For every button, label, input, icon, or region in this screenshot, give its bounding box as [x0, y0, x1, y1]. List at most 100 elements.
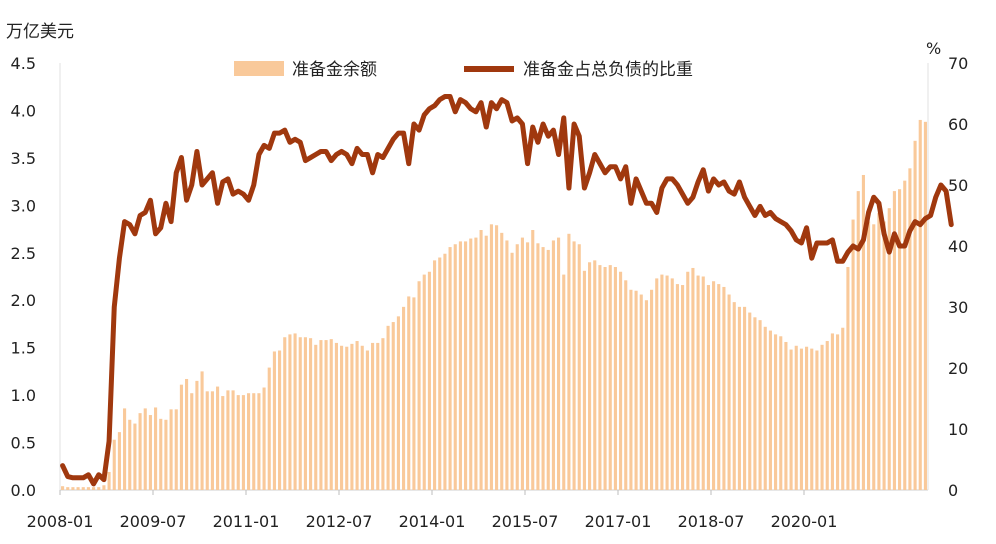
- bar-reserve-balance: [417, 281, 421, 490]
- bar-reserve-balance: [670, 278, 674, 490]
- bar-reserve-balance: [727, 294, 731, 490]
- x-tick-label: 2018-07: [678, 512, 745, 531]
- bar-reserve-balance: [743, 306, 747, 490]
- bar-reserve-balance: [737, 306, 741, 490]
- legend-label-reserve-ratio: 准备金占总负债的比重: [523, 60, 693, 80]
- bar-reserve-balance: [350, 343, 354, 490]
- bar-reserve-balance: [815, 350, 819, 490]
- reserve-ratio-line: [60, 94, 954, 487]
- bar-reserve-balance: [701, 276, 705, 490]
- bar-reserve-balance: [324, 340, 328, 490]
- bar-reserve-balance: [577, 244, 581, 490]
- x-tick-label: 2011-01: [213, 512, 280, 531]
- bar-reserve-balance: [479, 230, 483, 490]
- x-tick-label: 2008-01: [27, 512, 94, 531]
- bar-reserve-balance: [438, 257, 442, 490]
- bar-reserve-balance: [298, 337, 302, 490]
- bar-reserve-balance: [117, 432, 121, 490]
- bar-reserve-balance: [598, 265, 602, 490]
- bar-reserve-balance: [474, 237, 478, 490]
- bar-reserve-balance: [846, 267, 850, 490]
- bar-reserve-balance: [236, 395, 240, 490]
- bar-reserve-balance: [582, 270, 586, 490]
- bar-reserve-balance: [226, 390, 230, 490]
- bar-reserve-balance: [190, 393, 194, 490]
- bar-reserve-balance: [887, 208, 891, 490]
- legend-swatch-reserve-balance: [234, 61, 284, 76]
- bar-reserve-balance: [789, 349, 793, 490]
- left-tick-label: 1.5: [11, 339, 36, 358]
- bar-reserve-balance: [799, 348, 803, 490]
- right-tick-label: 30: [948, 298, 968, 317]
- bar-reserve-balance: [526, 242, 530, 490]
- bar-reserve-balance: [107, 471, 111, 490]
- bar-reserve-balance: [71, 487, 75, 490]
- bar-reserve-balance: [634, 290, 638, 490]
- axis-labels: 0.0 0.5 1.0 1.5 2.0 2.5 3.0 3.5 4.0 4.5 0 10 20 30 40 5…: [11, 54, 969, 531]
- bar-reserve-balance: [360, 345, 364, 490]
- right-tick-label: 70: [948, 54, 968, 73]
- bar-reserve-balance: [541, 247, 545, 490]
- bar-reserve-balance: [247, 393, 251, 490]
- bar-reserve-balance: [210, 391, 214, 490]
- bar-reserve-balance: [329, 339, 333, 490]
- left-tick-label: 2.5: [11, 244, 36, 263]
- bar-reserve-balance: [763, 326, 767, 490]
- bar-reserve-balance: [572, 241, 576, 490]
- x-tick-label: 2012-07: [306, 512, 373, 531]
- line-reserve-ratio: [60, 94, 954, 487]
- bar-reserve-balance: [892, 191, 896, 490]
- bar-reserve-balance: [133, 423, 137, 490]
- bar-reserve-balance: [288, 334, 292, 490]
- bar-reserve-balance: [712, 281, 716, 490]
- bar-reserve-balance: [138, 413, 142, 490]
- bar-reserve-balance: [340, 345, 344, 490]
- right-tick-label: 60: [948, 115, 968, 134]
- bar-reserve-balance: [758, 320, 762, 490]
- bar-reserve-balance: [675, 284, 679, 490]
- bar-reserve-balance: [639, 294, 643, 490]
- bar-reserve-balance: [396, 316, 400, 490]
- bar-reserve-balance: [546, 249, 550, 490]
- bar-reserve-balance: [97, 487, 101, 490]
- x-tick-label: 2017-01: [585, 512, 652, 531]
- bar-reserve-balance: [825, 341, 829, 490]
- left-tick-label: 0.5: [11, 434, 36, 453]
- bar-reserve-balance: [903, 180, 907, 490]
- bar-reserve-balance: [867, 221, 871, 490]
- bar-reserve-balance: [453, 244, 457, 490]
- bar-reserve-balance: [861, 174, 865, 490]
- bar-reserve-balance: [613, 267, 617, 490]
- bar-reserve-balance: [154, 407, 158, 490]
- bar-reserve-balance: [402, 306, 406, 490]
- bar-reserve-balance: [531, 230, 535, 490]
- bar-reserve-balance: [753, 317, 757, 490]
- bar-reserve-balance: [221, 396, 225, 490]
- bar-reserve-balance: [252, 393, 256, 490]
- bar-reserve-balance: [231, 390, 235, 490]
- bar-reserve-balance: [500, 232, 504, 490]
- bar-reserve-balance: [345, 346, 349, 490]
- bar-reserve-balance: [143, 408, 147, 490]
- bar-reserve-balance: [619, 271, 623, 490]
- bar-reserve-balance: [510, 252, 514, 490]
- bar-reserve-balance: [66, 487, 70, 490]
- bar-reserve-balance: [593, 260, 597, 490]
- x-tick-label: 2015-07: [492, 512, 559, 531]
- bar-reserve-balance: [278, 350, 282, 490]
- axis-lines: [59, 63, 929, 491]
- bar-reserve-balance: [205, 391, 209, 490]
- bar-reserve-balance: [805, 346, 809, 490]
- bar-reserve-balance: [365, 350, 369, 490]
- bar-reserve-balance: [200, 371, 204, 490]
- bar-reserve-balance: [427, 271, 431, 490]
- bar-reserve-balance: [319, 340, 323, 490]
- bar-reserve-balance: [179, 384, 183, 490]
- bar-reserve-balance: [159, 418, 163, 490]
- bar-reserve-balance: [112, 439, 116, 490]
- bar-reserve-balance: [355, 341, 359, 490]
- reserve-balance-bars: [61, 119, 927, 491]
- bar-reserve-balance: [810, 348, 814, 490]
- bar-reserve-balance: [830, 333, 834, 490]
